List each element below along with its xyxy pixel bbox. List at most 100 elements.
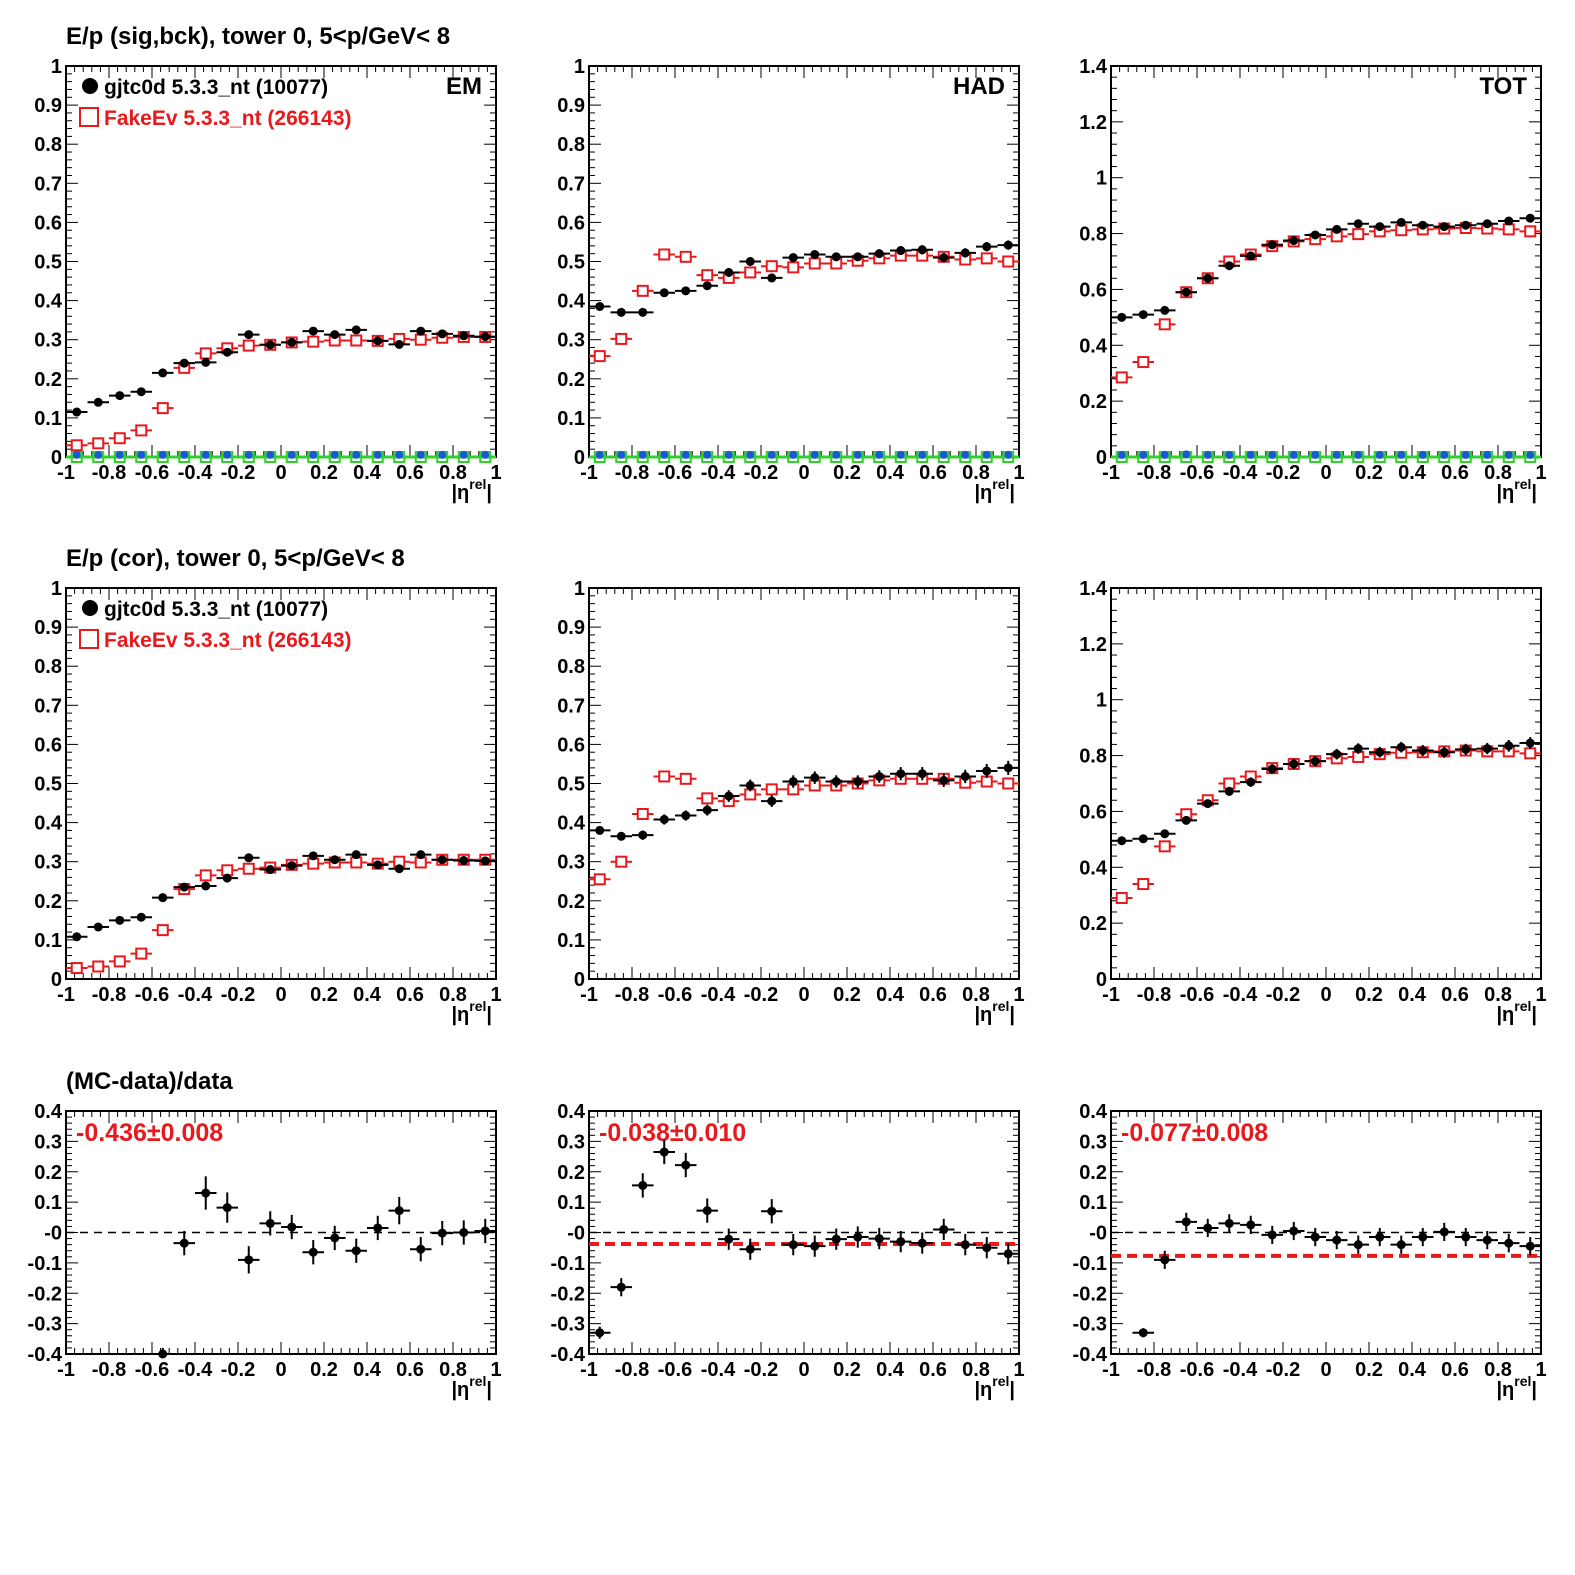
x-tick-label: -0.6: [658, 1359, 692, 1381]
y-axis: 0 0.2 0.4 0.6 0.8 1 1.2 1.4: [1079, 578, 1541, 991]
x-tick-label: 0.8: [962, 462, 990, 484]
ratio-point: [179, 1238, 189, 1248]
y-tick-label: 0.9: [34, 95, 62, 117]
ratio-point: [222, 1203, 232, 1213]
x-tick-label: 0.4: [353, 984, 382, 1006]
data-point: [982, 766, 992, 776]
mc-point: [701, 269, 714, 282]
ratio-point: [351, 1246, 361, 1256]
data-point: [1003, 763, 1013, 773]
x-tick-label: -0.8: [615, 1359, 649, 1381]
series-mc: [1111, 744, 1541, 905]
x-tick-label: 0.6: [1441, 984, 1469, 1006]
x-tick-label: 1: [490, 1359, 501, 1381]
ratio-point: [244, 1255, 254, 1265]
x-axis-label: |ηrel|: [1496, 1373, 1537, 1401]
sig-point: [1332, 450, 1341, 459]
x-tick-label: -0.6: [135, 462, 169, 484]
data-point: [1332, 224, 1342, 234]
x-tick-label: -1: [57, 462, 75, 484]
x-tick-label: 0.4: [353, 462, 382, 484]
data-point: [1246, 251, 1256, 261]
data-point: [93, 397, 103, 407]
ratio-point: [1289, 1226, 1299, 1236]
sig-point: [1139, 450, 1148, 459]
data-point: [745, 780, 755, 790]
data-point: [659, 814, 669, 824]
x-axis-label: |ηrel|: [451, 1373, 492, 1401]
sig-point: [223, 450, 232, 459]
x-tick-label: -0.4: [1223, 1359, 1258, 1381]
data-point: [831, 252, 841, 262]
x-tick-label: -1: [1102, 462, 1120, 484]
ratio-point: [960, 1240, 970, 1250]
y-tick-label: -0: [44, 1223, 62, 1245]
sig-point: [137, 450, 146, 459]
ratio-point: [810, 1241, 820, 1251]
y-tick-label: 0.6: [1079, 801, 1107, 823]
data-point: [330, 855, 340, 865]
y-tick-label: 0.4: [34, 813, 63, 835]
ratio-point: [394, 1206, 404, 1216]
x-tick-label: -1: [1102, 1359, 1120, 1381]
x-tick-label: 0.2: [1355, 1359, 1383, 1381]
data-point: [874, 249, 884, 259]
sig-point: [1225, 450, 1234, 459]
sig-point: [875, 450, 884, 459]
data-point: [917, 245, 927, 255]
x-axis: -1 -0.8 -0.6 -0.4 -0.2 0 0.2 0.4 0.6 0.8 1|ηrel|: [1102, 588, 1547, 1026]
ratio-point: [330, 1233, 340, 1243]
sig-point: [352, 450, 361, 459]
data-point: [1482, 744, 1492, 754]
sig-point: [853, 450, 862, 459]
panel-ratio_tot: -1 -0.8 -0.6 -0.4 -0.2 0 0.2 0.4 0.6 0.8 1|ηrel| -0…: [1073, 1101, 1547, 1401]
data-point: [287, 861, 297, 871]
sig-point: [1418, 450, 1427, 459]
data-point: [1461, 220, 1471, 230]
y-tick-label: 0.3: [557, 1131, 585, 1153]
series-data: [589, 240, 1019, 317]
ratio-point: [1375, 1232, 1385, 1242]
ratio-point: [659, 1147, 669, 1157]
sig-point: [1268, 450, 1277, 459]
series-ratio: [152, 1176, 496, 1359]
ratio-point: [831, 1234, 841, 1244]
panel-label: EM: [446, 73, 482, 100]
x-axis-label: |ηrel|: [451, 998, 492, 1026]
data-point: [1396, 742, 1406, 752]
data-point: [1203, 273, 1213, 283]
y-tick-label: -0: [567, 1223, 585, 1245]
x-tick-label: 0.8: [962, 1359, 990, 1381]
mc-point: [113, 955, 126, 968]
x-axis-label: |ηrel|: [1496, 476, 1537, 504]
ratio-point: [1138, 1328, 1148, 1338]
y-tick-label: -0.1: [1073, 1253, 1107, 1275]
data-point: [939, 775, 949, 785]
ratio-point: [1396, 1240, 1406, 1250]
data-point: [659, 288, 669, 298]
mc-point: [1002, 777, 1015, 790]
data-point: [179, 358, 189, 368]
x-axis: -1 -0.8 -0.6 -0.4 -0.2 0 0.2 0.4 0.6 0.8 1|ηrel|: [57, 1111, 502, 1401]
x-tick-label: 0.4: [876, 984, 905, 1006]
y-tick-label: 1.4: [1079, 578, 1108, 600]
mc-point: [92, 960, 105, 973]
y-tick-label: 0.1: [557, 408, 585, 430]
data-point: [616, 831, 626, 841]
data-point: [222, 873, 232, 883]
x-tick-label: 0.8: [439, 984, 467, 1006]
y-tick-label: 0.2: [1079, 913, 1107, 935]
sig-point: [1246, 450, 1255, 459]
y-tick-label: 0.6: [34, 734, 62, 756]
legend-marker-data: [82, 78, 98, 94]
mc-point: [658, 770, 671, 783]
y-axis: 0 0.1 0.2 0.3 0.4 0.5 0.6 0.7 0.8 0.9 1: [34, 578, 496, 991]
mc-point: [980, 252, 993, 265]
y-tick-label: -0.4: [1073, 1344, 1108, 1366]
data-point: [1375, 747, 1385, 757]
y-tick-label: -0.3: [1073, 1314, 1107, 1336]
legend-label-data: gjtc0d 5.3.3_nt (10077): [104, 76, 328, 99]
sig-point: [1160, 450, 1169, 459]
sig-point: [94, 450, 103, 459]
series-ratio: [1132, 1212, 1541, 1338]
